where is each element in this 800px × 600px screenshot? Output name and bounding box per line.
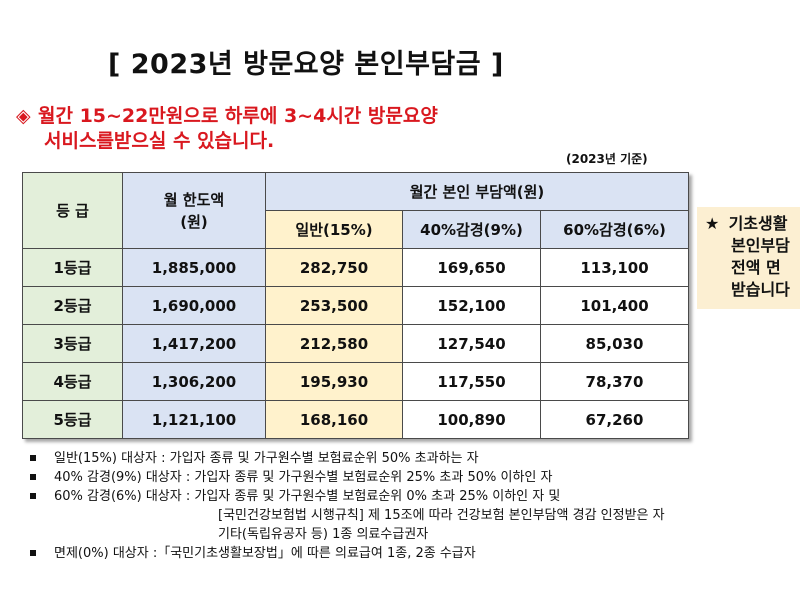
page-title: [ 2023년 방문요양 본인부담금 ] [108, 49, 504, 80]
header-grade: 등 급 [22, 172, 123, 249]
side-note-line: 전액 면 [731, 258, 781, 277]
header-limit-line2: (원) [180, 212, 208, 231]
bullet-icon [30, 454, 36, 461]
note-text: 일반(15%) 대상자 : 가입자 종류 및 가구원수별 보험료순위 50% 초… [54, 451, 479, 466]
note-text: 면제(0%) 대상자 :「국민기초생활보장법」에 따른 의료급여 1종, 2종 … [54, 546, 476, 561]
note-item: 면제(0%) 대상자 :「국민기초생활보장법」에 따른 의료급여 1종, 2종 … [30, 544, 665, 563]
cell-reduced60: 85,030 [540, 324, 689, 363]
note-item: 일반(15%) 대상자 : 가입자 종류 및 가구원수별 보험료순위 50% 초… [30, 449, 665, 468]
note-continuation: [국민건강보험법 시행규칙] 제 15조에 따라 건강보험 본인부담액 경감 인… [218, 508, 665, 523]
cell-general: 253,500 [265, 286, 403, 325]
cell-reduced40: 117,550 [402, 362, 541, 401]
cell-grade: 3등급 [22, 324, 123, 363]
diamond-icon: ◈ [16, 105, 31, 127]
header-general: 일반(15%) [265, 210, 403, 249]
side-note-box: ★ 기초생활 본인부담 전액 면 받습니다 [697, 207, 800, 309]
cell-general: 212,580 [265, 324, 403, 363]
bullet-icon [30, 492, 36, 499]
cell-general: 168,160 [265, 400, 403, 439]
cell-grade: 2등급 [22, 286, 123, 325]
table-row: 4등급 1,306,200 195,930 117,550 78,370 [22, 362, 689, 401]
table-row: 1등급 1,885,000 282,750 169,650 113,100 [22, 248, 689, 287]
cell-limit: 1,121,100 [122, 400, 266, 439]
table-row: 3등급 1,417,200 212,580 127,540 85,030 [22, 324, 689, 363]
headline-line2: 서비스를받으실 수 있습니다. [44, 130, 275, 152]
note-continuation: 기타(독립유공자 등) 1종 의료수급권자 [218, 527, 429, 542]
table-row: 2등급 1,690,000 253,500 152,100 101,400 [22, 286, 689, 325]
table-header-row: 등 급 월 한도액 (원) 월간 본인 부담액(원) [22, 172, 689, 249]
notes-list: 일반(15%) 대상자 : 가입자 종류 및 가구원수별 보험료순위 50% 초… [30, 449, 665, 563]
side-note-line: 기초생활 [728, 214, 788, 233]
header-limit: 월 한도액 (원) [122, 172, 266, 249]
side-note-line: 받습니다 [731, 280, 790, 299]
headline-line1: 월간 15~22만원으로 하루에 3~4시간 방문요양 [38, 105, 438, 127]
bullet-icon [30, 473, 36, 480]
header-limit-line1: 월 한도액 [163, 190, 225, 209]
cell-limit: 1,417,200 [122, 324, 266, 363]
note-text: 40% 감경(9%) 대상자 : 가입자 종류 및 가구원수별 보험료순위 25… [54, 470, 553, 485]
table-row: 5등급 1,121,100 168,160 100,890 67,260 [22, 400, 689, 439]
cell-limit: 1,306,200 [122, 362, 266, 401]
table-subheader-row: 일반(15%) 40%감경(9%) 60%감경(6%) [23, 210, 689, 249]
cell-reduced40: 169,650 [402, 248, 541, 287]
cell-reduced60: 78,370 [540, 362, 689, 401]
cell-reduced60: 101,400 [540, 286, 689, 325]
headline: ◈ 월간 15~22만원으로 하루에 3~4시간 방문요양 서비스를받으실 수 있… [16, 104, 438, 154]
note-item: 40% 감경(9%) 대상자 : 가입자 종류 및 가구원수별 보험료순위 25… [30, 468, 665, 487]
note-item: 60% 감경(6%) 대상자 : 가입자 종류 및 가구원수별 보험료순위 0%… [30, 487, 665, 544]
cell-grade: 5등급 [22, 400, 123, 439]
star-icon: ★ [705, 214, 720, 233]
note-text: 60% 감경(6%) 대상자 : 가입자 종류 및 가구원수별 보험료순위 0%… [54, 489, 561, 504]
bullet-icon [30, 549, 36, 556]
side-note-line: 본인부담 [731, 236, 790, 255]
cell-reduced40: 127,540 [402, 324, 541, 363]
cell-reduced60: 113,100 [540, 248, 689, 287]
copay-table: 등 급 월 한도액 (원) 월간 본인 부담액(원) 일반(15%) 40%감경… [22, 172, 689, 439]
cell-grade: 4등급 [22, 362, 123, 401]
cell-grade: 1등급 [22, 248, 123, 287]
cell-general: 195,930 [265, 362, 403, 401]
header-reduced60: 60%감경(6%) [540, 210, 689, 249]
basis-year-note: (2023년 기준) [566, 152, 648, 166]
cell-general: 282,750 [265, 248, 403, 287]
cell-reduced40: 152,100 [402, 286, 541, 325]
header-copay-group: 월간 본인 부담액(원) [265, 172, 689, 211]
cell-limit: 1,690,000 [122, 286, 266, 325]
cell-limit: 1,885,000 [122, 248, 266, 287]
cell-reduced40: 100,890 [402, 400, 541, 439]
cell-reduced60: 67,260 [540, 400, 689, 439]
header-reduced40: 40%감경(9%) [402, 210, 541, 249]
